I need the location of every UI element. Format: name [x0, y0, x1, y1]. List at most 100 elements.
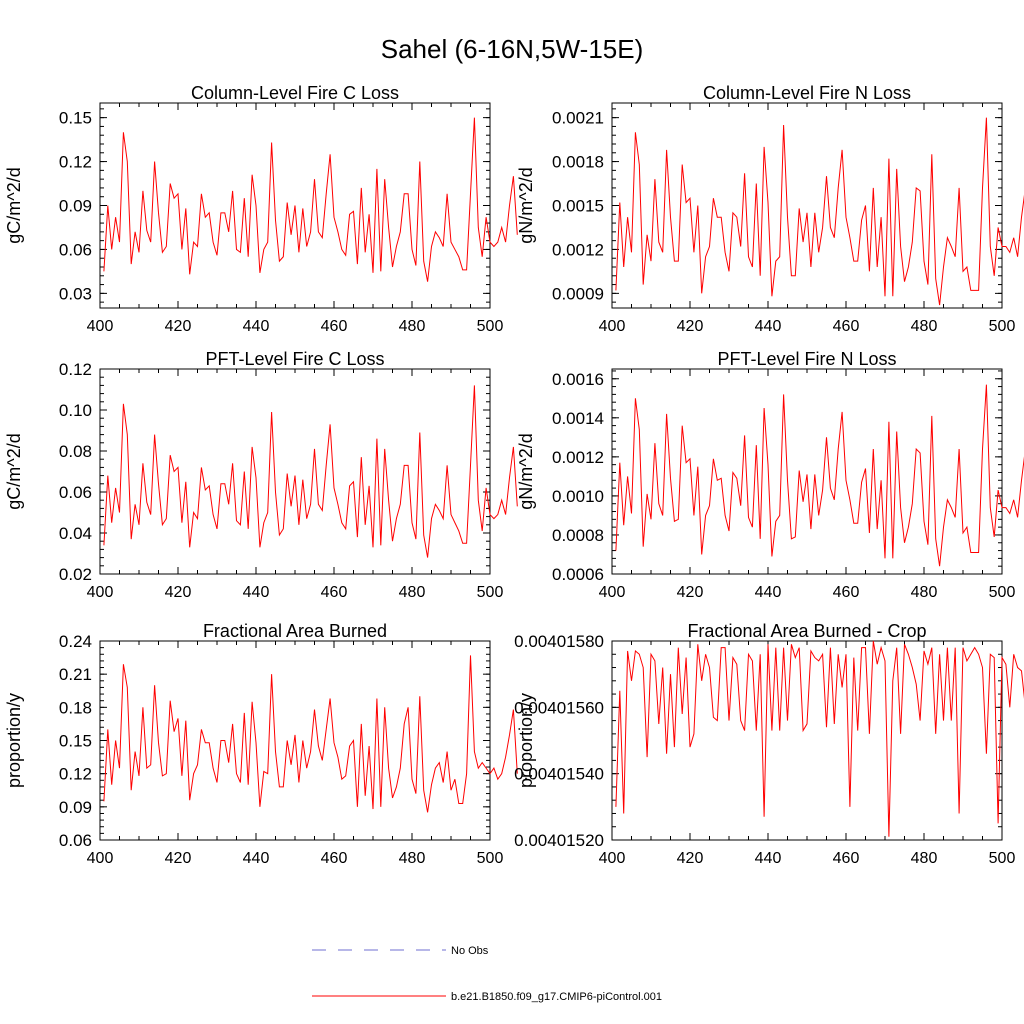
- panel-title: Fractional Area Burned - Crop: [687, 621, 926, 641]
- x-tick-label: 460: [321, 584, 348, 601]
- y-tick-label: 0.08: [59, 442, 92, 461]
- figure-title: Sahel (6-16N,5W-15E): [380, 34, 644, 64]
- x-tick-label: 480: [399, 318, 426, 335]
- y-tick-label: 0.00401520: [514, 831, 604, 850]
- y-tick-label: 0.00401540: [514, 765, 604, 784]
- x-tick-label: 420: [677, 584, 704, 601]
- panel-title: PFT-Level Fire N Loss: [717, 349, 896, 369]
- x-tick-label: 400: [87, 318, 114, 335]
- panel-3: PFT-Level Fire C Loss gC/m^2/d 400 420 440 46…: [4, 349, 518, 601]
- y-tick-label: 0.09: [59, 197, 92, 216]
- x-tick-label: 440: [755, 850, 782, 867]
- x-tick-label: 500: [477, 318, 504, 335]
- series-line: [103, 655, 518, 813]
- x-tick-label: 440: [243, 850, 270, 867]
- y-tick-label: 0.0008: [552, 526, 604, 545]
- y-tick-label: 0.0006: [552, 565, 604, 584]
- x-tick-label: 420: [677, 850, 704, 867]
- y-tick-label: 0.09: [59, 798, 92, 817]
- x-tick-label: 460: [833, 318, 860, 335]
- y-tick-label: 0.12: [59, 765, 92, 784]
- y-tick-label: 0.0010: [552, 487, 604, 506]
- y-axis-label: gN/m^2/d: [516, 167, 536, 243]
- y-axis-label: gC/m^2/d: [4, 167, 24, 243]
- y-tick-label: 0.10: [59, 401, 92, 420]
- series-line: [615, 384, 1024, 567]
- series-line: [103, 385, 518, 558]
- x-tick-label: 400: [87, 850, 114, 867]
- y-axis-label: gC/m^2/d: [4, 433, 24, 509]
- plot-frame: [611, 640, 1003, 841]
- x-tick-label: 500: [477, 584, 504, 601]
- y-tick-label: 0.18: [59, 698, 92, 717]
- x-tick-label: 420: [165, 850, 192, 867]
- y-tick-label: 0.0016: [552, 370, 604, 389]
- y-tick-label: 0.06: [59, 831, 92, 850]
- y-tick-label: 0.0012: [552, 448, 604, 467]
- y-tick-label: 0.12: [59, 153, 92, 172]
- x-tick-label: 460: [321, 318, 348, 335]
- x-tick-label: 400: [599, 584, 626, 601]
- y-tick-label: 0.02: [59, 565, 92, 584]
- series-line: [615, 640, 1024, 837]
- panel-5: Fractional Area Burned proportion/y 400 420…: [4, 621, 518, 867]
- legend-model-label: b.e21.B1850.f09_g17.CMIP6-piControl.001: [451, 991, 662, 1003]
- x-tick-label: 480: [399, 850, 426, 867]
- panel-6: Fractional Area Burned - Crop proportion/…: [514, 621, 1024, 867]
- y-tick-label: 0.06: [59, 483, 92, 502]
- y-tick-label: 0.0015: [552, 197, 604, 216]
- x-tick-label: 500: [477, 850, 504, 867]
- x-tick-label: 480: [911, 584, 938, 601]
- y-tick-label: 0.0012: [552, 240, 604, 259]
- y-axis-label: proportion/y: [4, 693, 24, 788]
- panel-title: Column-Level Fire N Loss: [703, 83, 911, 103]
- x-tick-label: 460: [833, 584, 860, 601]
- y-tick-label: 0.24: [59, 632, 92, 651]
- x-tick-label: 480: [399, 584, 426, 601]
- y-tick-label: 0.15: [59, 109, 92, 128]
- x-tick-label: 440: [755, 584, 782, 601]
- panel-title: Fractional Area Burned: [203, 621, 387, 641]
- plot-frame: [611, 102, 1003, 309]
- x-tick-label: 400: [599, 850, 626, 867]
- x-tick-label: 400: [87, 584, 114, 601]
- plot-frame: [99, 368, 491, 575]
- x-tick-label: 460: [833, 850, 860, 867]
- x-tick-label: 420: [165, 584, 192, 601]
- x-tick-label: 440: [243, 584, 270, 601]
- legend: No Obs b.e21.B1850.f09_g17.CMIP6-piContro…: [312, 945, 662, 1003]
- y-tick-label: 0.0021: [552, 109, 604, 128]
- legend-no-obs-label: No Obs: [451, 945, 489, 957]
- y-tick-label: 0.0018: [552, 153, 604, 172]
- y-tick-label: 0.06: [59, 240, 92, 259]
- x-tick-label: 440: [243, 318, 270, 335]
- x-tick-label: 480: [911, 850, 938, 867]
- y-tick-label: 0.03: [59, 284, 92, 303]
- y-axis-label: proportion/y: [516, 693, 536, 788]
- y-tick-label: 0.0014: [552, 409, 604, 428]
- x-tick-label: 400: [599, 318, 626, 335]
- series-line: [103, 117, 518, 282]
- x-tick-label: 420: [677, 318, 704, 335]
- y-tick-label: 0.0009: [552, 284, 604, 303]
- y-tick-label: 0.21: [59, 665, 92, 684]
- x-tick-label: 440: [755, 318, 782, 335]
- panel-4: PFT-Level Fire N Loss gN/m^2/d 400 420 440 46…: [516, 349, 1024, 601]
- y-tick-label: 0.04: [59, 524, 92, 543]
- x-tick-label: 420: [165, 318, 192, 335]
- panel-2: Column-Level Fire N Loss gN/m^2/d 400 420 44…: [516, 83, 1024, 335]
- panel-1: Column-Level Fire C Loss gC/m^2/d 400 420 44…: [4, 83, 518, 335]
- series-line: [615, 117, 1024, 306]
- panel-title: Column-Level Fire C Loss: [191, 83, 399, 103]
- x-tick-label: 500: [989, 584, 1016, 601]
- x-tick-label: 500: [989, 318, 1016, 335]
- y-tick-label: 0.12: [59, 360, 92, 379]
- x-tick-label: 480: [911, 318, 938, 335]
- panel-title: PFT-Level Fire C Loss: [205, 349, 384, 369]
- y-tick-label: 0.00401560: [514, 698, 604, 717]
- y-tick-label: 0.00401580: [514, 632, 604, 651]
- y-tick-label: 0.15: [59, 732, 92, 751]
- y-axis-label: gN/m^2/d: [516, 433, 536, 509]
- x-tick-label: 500: [989, 850, 1016, 867]
